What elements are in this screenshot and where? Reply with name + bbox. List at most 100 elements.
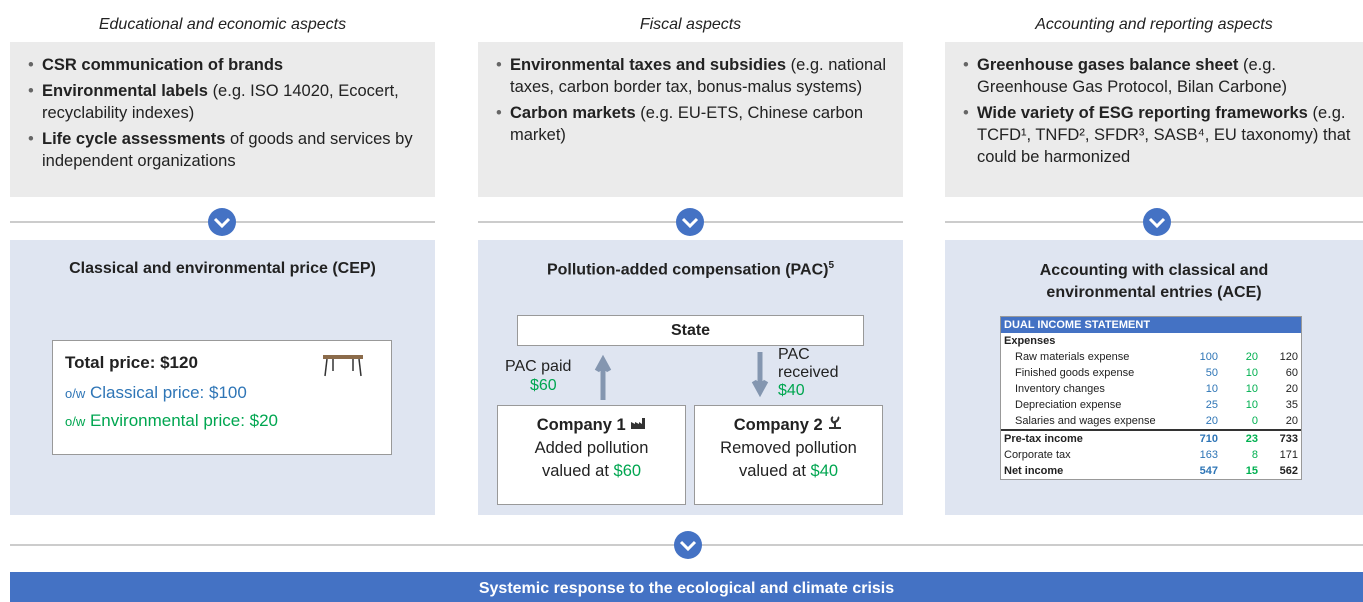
amount-cell: 50 <box>1205 367 1218 379</box>
panel-title: Accounting with classical and environmen… <box>1039 262 1269 301</box>
bullet-bold: Life cycle assessments <box>42 130 226 148</box>
column-heading: Fiscal aspects <box>639 16 742 33</box>
bullet-text: (e.g. TCFD¹, TNFD², SFDR³, SASB⁴, EU tax… <box>977 104 1351 166</box>
label-cell: Salaries and wages expense <box>1015 415 1156 427</box>
amount-cell: 60 <box>1285 367 1298 379</box>
section-row: Expenses <box>1001 333 1301 349</box>
bullet-bold: CSR communication of brands <box>42 56 284 74</box>
total-price: Total price: $120 <box>65 353 198 372</box>
amount-cell: 163 <box>1199 449 1218 461</box>
amount: $60 <box>613 462 642 480</box>
ow: o/w <box>65 414 86 429</box>
company-box: Company 1 Added pollution valued at $60 <box>497 405 686 505</box>
bullet: CSR communication of brands <box>28 54 425 76</box>
amount-cell: 20 <box>1285 383 1298 395</box>
amount-cell: 562 <box>1279 465 1298 477</box>
bullet: Environmental taxes and subsidies (e.g. … <box>496 54 893 98</box>
bullet: Wide variety of ESG reporting frameworks… <box>963 102 1353 168</box>
name: Company 2 <box>733 416 823 434</box>
bullet-text: (e.g. EU-ETS, Chinese carbon market) <box>510 104 864 144</box>
amount-cell: 0 <box>1251 415 1258 427</box>
cep-panel: Classical and environmental price (CEP) … <box>10 240 435 515</box>
amount: $60 <box>530 377 557 394</box>
chevrons <box>208 208 1171 559</box>
pac-paid: PAC paid $60 <box>505 357 571 395</box>
footer-bar: Systemic response to the ecological and … <box>10 572 1363 602</box>
header-cell: DUAL INCOME STATEMENT <box>1004 319 1151 331</box>
amount-cell: 710 <box>1199 433 1218 445</box>
amount-cell: 100 <box>1199 351 1218 363</box>
bullet-bold: Greenhouse gases balance sheet <box>977 56 1239 74</box>
company-text: Removed pollution valued at $40 <box>695 437 882 483</box>
bullet-text: (e.g. national taxes, carbon border tax,… <box>510 56 887 96</box>
text: Added pollution valued at <box>534 439 649 480</box>
statement-row: Pre-tax income 710 23 733 <box>1001 430 1301 447</box>
amount-cell: 8 <box>1251 449 1258 461</box>
bullet: Life cycle assessments of goods and serv… <box>28 128 425 172</box>
environmental-price: o/w Environmental price: $20 <box>65 411 379 431</box>
bullet-text: of goods and services by independent org… <box>42 130 413 170</box>
state-box: State <box>517 315 864 346</box>
aspect-box: CSR communication of brands Environmental… <box>10 42 435 197</box>
pac-received: PAC received $40 <box>778 346 868 400</box>
amount-cell: 10 <box>1205 383 1218 395</box>
name: Company 1 <box>536 416 626 434</box>
label: PAC paid <box>505 358 572 375</box>
bullet-text: (e.g. Greenhouse Gas Protocol, Bilan Car… <box>977 56 1288 96</box>
price-card: Total price: $120 o/w Classical price: $… <box>52 340 392 455</box>
statement-row: Inventory changes 10 10 20 <box>1001 381 1301 397</box>
label-cell: Finished goods expense <box>1015 367 1135 379</box>
text: Removed pollution valued at <box>720 439 857 480</box>
company-name: Company 1 <box>498 414 685 437</box>
bullet-bold: Carbon markets <box>510 104 636 122</box>
title: Pollution-added compensation (PAC) <box>546 261 829 279</box>
amount-cell: 10 <box>1245 367 1258 379</box>
panel-title: Pollution-added compensation (PAC)5 <box>478 260 903 279</box>
factory-icon <box>631 418 646 429</box>
amount-cell: 20 <box>1285 415 1298 427</box>
amount-cell: 23 <box>1245 433 1258 445</box>
income-statement: DUAL INCOME STATEMENT Expenses Raw materia… <box>1000 316 1302 480</box>
bullet-bold: Environmental taxes and subsidies <box>510 56 787 74</box>
arrows <box>594 352 769 400</box>
statement-row: Finished goods expense 50 10 60 <box>1001 365 1301 381</box>
amount-cell: 10 <box>1245 383 1258 395</box>
bullet-bold: Environmental labels <box>42 82 208 100</box>
environmental: Environmental price: $20 <box>89 411 279 430</box>
bullet-bold: Wide variety of ESG reporting frameworks <box>977 104 1308 122</box>
column-heading: Educational and economic aspects <box>98 16 347 33</box>
statement-row: Net income 547 15 562 <box>1001 463 1301 479</box>
statement-table: DUAL INCOME STATEMENT Expenses Raw materia… <box>1001 317 1301 479</box>
amount-cell: 20 <box>1205 415 1218 427</box>
label-cell: Inventory changes <box>1015 383 1105 395</box>
bullet: Greenhouse gases balance sheet (e.g. Gre… <box>963 54 1353 98</box>
amount-cell: 120 <box>1279 351 1298 363</box>
statement-row: Depreciation expense 25 10 35 <box>1001 397 1301 413</box>
bullet: Environmental labels (e.g. ISO 14020, Ec… <box>28 80 425 124</box>
section-cell: Expenses <box>1004 335 1056 347</box>
ace-panel: Accounting with classical and environmen… <box>945 240 1363 515</box>
column-heading: Accounting and reporting aspects <box>1035 16 1273 33</box>
amount: $40 <box>778 382 805 399</box>
table-icon <box>323 355 363 377</box>
table-header: DUAL INCOME STATEMENT <box>1001 317 1301 333</box>
amount-cell: 171 <box>1279 449 1298 461</box>
amount-cell: 20 <box>1245 351 1258 363</box>
footnote: 5 <box>828 260 835 271</box>
statement-row: Salaries and wages expense 20 0 20 <box>1001 413 1301 430</box>
amount-cell: 10 <box>1245 399 1258 411</box>
label-cell: Pre-tax income <box>1004 433 1083 445</box>
amount-cell: 733 <box>1279 433 1298 445</box>
amount-cell: 547 <box>1199 465 1218 477</box>
label-cell: Net income <box>1004 465 1064 477</box>
label: PAC received <box>778 346 839 381</box>
ow: o/w <box>65 386 86 401</box>
classical: Classical price: $100 <box>89 383 247 402</box>
statement-row: Corporate tax 163 8 171 <box>1001 447 1301 463</box>
label-cell: Depreciation expense <box>1015 399 1122 411</box>
statement-row: Raw materials expense 100 20 120 <box>1001 349 1301 365</box>
amount-cell: 35 <box>1285 399 1298 411</box>
pac-panel: Pollution-added compensation (PAC)5 Stat… <box>478 240 903 515</box>
